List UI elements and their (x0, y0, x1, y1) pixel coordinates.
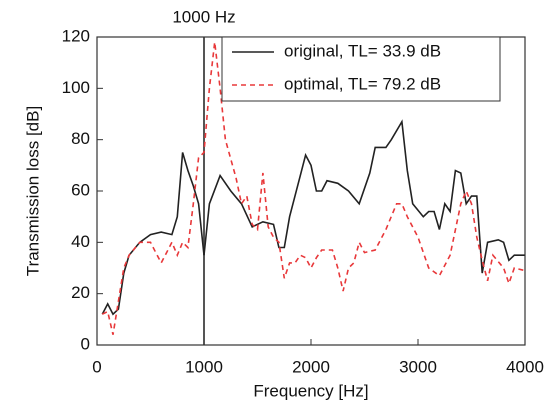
legend-label: original, TL= 33.9 dB (284, 41, 441, 60)
y-tick-label: 120 (62, 26, 90, 45)
data-line (101, 42, 526, 335)
y-tick-label: 0 (81, 334, 90, 353)
y-tick-label: 60 (71, 180, 90, 199)
x-tick-label: 4000 (506, 357, 544, 376)
x-tick-label: 0 (92, 357, 101, 376)
y-axis-label: Transmission loss [dB] (23, 106, 42, 276)
x-axis-label: Frequency [Hz] (253, 381, 368, 400)
legend-box (221, 36, 501, 102)
y-tick-label: 100 (62, 78, 90, 97)
data-line (101, 119, 525, 316)
x-tick-label: 2000 (292, 357, 330, 376)
x-tick-label: 3000 (399, 357, 437, 376)
x-tick-label: 1000 (185, 357, 223, 376)
marker-label: 1000 Hz (172, 7, 235, 26)
y-tick-label: 80 (71, 129, 90, 148)
legend-label: optimal, TL= 79.2 dB (284, 74, 441, 93)
y-tick-label: 20 (71, 283, 90, 302)
y-tick-label: 40 (71, 232, 90, 251)
